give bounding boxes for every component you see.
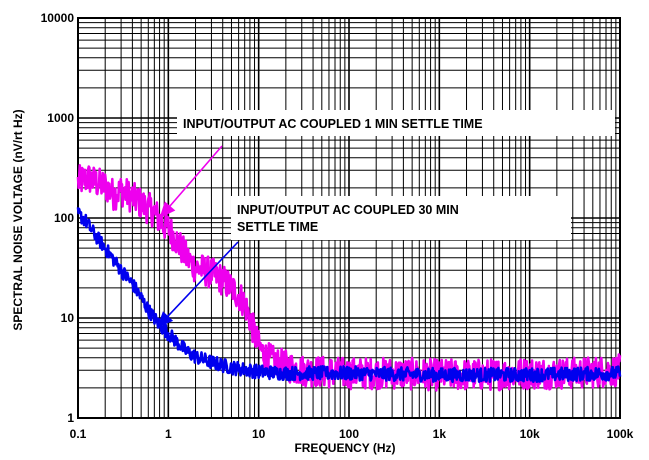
x-axis-label: FREQUENCY (Hz) [294,441,395,455]
annotation-magenta: INPUT/OUTPUT AC COUPLED 1 MIN SETTLE TIM… [183,117,483,131]
x-tick-label: 1 [165,427,172,441]
series-line [76,207,622,384]
x-tick-label: 100k [607,427,634,441]
annotation-box [231,196,571,240]
series-layer [76,164,622,392]
x-tick-label: 10k [520,427,540,441]
annotation-blue-line: SETTLE TIME [237,220,318,234]
y-axis-label: SPECTRAL NOISE VOLTAGE (nV/rt Hz) [11,109,25,330]
plot-frame [77,17,621,419]
y-tick-label: 1000 [47,111,74,125]
x-tick-label: 10 [252,427,266,441]
y-tick-label: 1 [67,411,74,425]
y-tick-label: 10000 [41,11,75,25]
y-tick-labels: 1 10 100 1000 10000 [41,11,75,425]
arrow-magenta-head [159,201,176,218]
annotation-blue-line: INPUT/OUTPUT AC COUPLED 30 MIN [237,203,459,217]
y-tick-label: 100 [54,211,74,225]
annotation-box [177,110,615,136]
arrow-blue-line [156,241,239,329]
x-tick-label: 1k [433,427,447,441]
annotation-layer: INPUT/OUTPUT AC COUPLED 1 MIN SETTLE TIM… [156,110,615,329]
x-tick-label: 100 [339,427,359,441]
x-tick-labels: 0.1 1 10 100 1k 10k 100k [70,427,634,441]
arrow-blue-head [157,311,174,328]
y-tick-label: 10 [61,311,75,325]
x-tick-label: 0.1 [70,427,87,441]
